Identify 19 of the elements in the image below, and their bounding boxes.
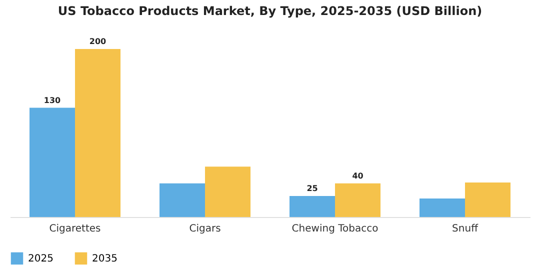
bar [465,182,510,217]
legend-label: 2025 [28,253,54,264]
bar [205,166,250,217]
data-label: 200 [89,37,107,46]
bar [335,183,380,217]
data-label: 130 [44,96,62,105]
legend-label: 2035 [92,253,118,264]
bar [75,49,120,217]
x-tick-label: Snuff [452,224,480,234]
bar [420,198,465,217]
bar [160,183,205,217]
x-tick-label: Cigars [189,224,221,234]
data-label: 25 [306,184,318,193]
x-tick-label: Cigarettes [49,224,101,234]
data-label: 40 [352,171,364,180]
bar [30,108,75,217]
chart-title: US Tobacco Products Market, By Type, 2025-2035 (USD Billion) [58,4,482,18]
x-tick-label: Chewing Tobacco [292,224,378,234]
bar [290,196,335,217]
